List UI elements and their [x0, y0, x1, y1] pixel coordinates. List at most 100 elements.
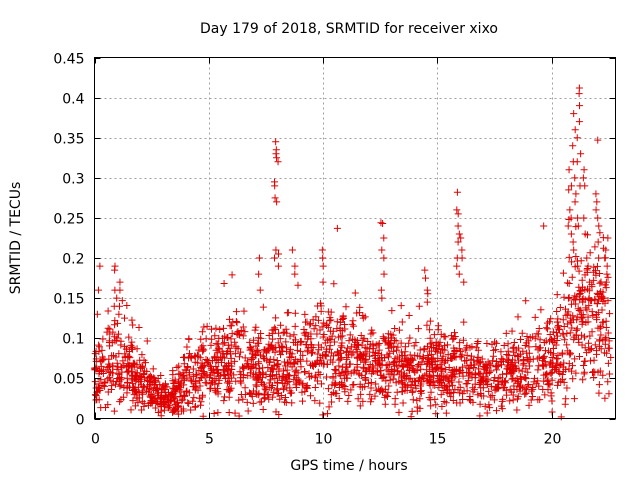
- data-point: [600, 349, 608, 357]
- data-point: [225, 387, 233, 395]
- data-point: [580, 166, 588, 174]
- data-point: [441, 381, 449, 389]
- data-point: [161, 392, 169, 400]
- data-point: [548, 368, 556, 376]
- data-point: [311, 384, 319, 392]
- data-point: [128, 316, 136, 324]
- data-point: [279, 385, 287, 393]
- data-point: [426, 340, 434, 348]
- data-point: [497, 348, 505, 356]
- data-point: [270, 326, 278, 334]
- data-point: [351, 289, 359, 297]
- data-point: [231, 409, 239, 417]
- data-point: [597, 345, 605, 353]
- data-point: [504, 347, 512, 355]
- data-point: [544, 376, 552, 384]
- data-point: [460, 278, 468, 286]
- data-point: [104, 307, 112, 315]
- data-point: [427, 350, 435, 358]
- data-point: [531, 313, 539, 321]
- data-point: [223, 368, 231, 376]
- data-point: [301, 331, 309, 339]
- data-point: [550, 328, 558, 336]
- data-point: [95, 396, 103, 404]
- data-point: [561, 400, 569, 408]
- data-point: [495, 384, 503, 392]
- data-point: [528, 387, 536, 395]
- data-point: [566, 329, 574, 337]
- data-point: [565, 253, 573, 261]
- data-point: [567, 349, 575, 357]
- data-point: [216, 325, 224, 333]
- data-point: [323, 360, 331, 368]
- data-point: [514, 395, 522, 403]
- data-point: [180, 360, 188, 368]
- data-point: [186, 369, 194, 377]
- data-point: [594, 309, 602, 317]
- data-point: [378, 294, 386, 302]
- data-point: [416, 360, 424, 368]
- data-point: [367, 330, 375, 338]
- data-point: [580, 357, 588, 365]
- data-point: [272, 246, 280, 254]
- data-point: [555, 326, 563, 334]
- data-point: [342, 349, 350, 357]
- data-point: [342, 367, 350, 375]
- data-point: [381, 400, 389, 408]
- data-point: [573, 316, 581, 324]
- data-point: [544, 386, 552, 394]
- data-point: [291, 336, 299, 344]
- data-point: [567, 182, 575, 190]
- data-point: [397, 368, 405, 376]
- data-point: [97, 358, 105, 366]
- data-point: [267, 367, 275, 375]
- data-point: [281, 394, 289, 402]
- data-point: [584, 285, 592, 293]
- data-point: [151, 394, 159, 402]
- data-point: [253, 375, 261, 383]
- x-tick-label: 20: [544, 432, 562, 448]
- data-point: [577, 306, 585, 314]
- data-point: [359, 336, 367, 344]
- data-point: [344, 397, 352, 405]
- data-point: [277, 391, 285, 399]
- data-point: [325, 403, 333, 411]
- data-point: [580, 368, 588, 376]
- data-point: [455, 230, 463, 238]
- data-point: [582, 304, 590, 312]
- data-point: [594, 296, 602, 304]
- data-point: [269, 335, 277, 343]
- data-point: [422, 274, 430, 282]
- data-point: [123, 382, 131, 390]
- data-point: [399, 399, 407, 407]
- data-point: [377, 219, 385, 227]
- data-point: [313, 330, 321, 338]
- data-point: [490, 346, 498, 354]
- data-point: [346, 347, 354, 355]
- data-point: [390, 347, 398, 355]
- data-point: [456, 389, 464, 397]
- data-point: [534, 366, 542, 374]
- data-point: [432, 401, 440, 409]
- data-point: [306, 321, 314, 329]
- data-point: [591, 341, 599, 349]
- data-point: [401, 387, 409, 395]
- data-point: [434, 364, 442, 372]
- data-point: [533, 330, 541, 338]
- data-point: [274, 339, 282, 347]
- data-point: [138, 351, 146, 359]
- data-point: [140, 399, 148, 407]
- data-point: [169, 367, 177, 375]
- data-point: [150, 378, 158, 386]
- data-point: [489, 357, 497, 365]
- data-point: [507, 370, 515, 378]
- data-point: [427, 388, 435, 396]
- data-point: [284, 378, 292, 386]
- data-point: [239, 323, 247, 331]
- data-point: [525, 343, 533, 351]
- data-point: [228, 271, 236, 279]
- data-point: [271, 324, 279, 332]
- data-point: [281, 398, 289, 406]
- data-point: [407, 413, 415, 421]
- data-point: [243, 398, 251, 406]
